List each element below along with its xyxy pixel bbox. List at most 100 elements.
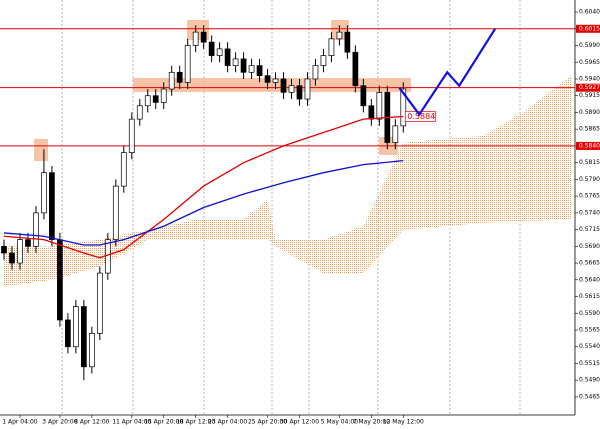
candle-body bbox=[208, 41, 215, 56]
x-tick-label: 15 Apr 20:00 bbox=[144, 419, 183, 426]
candle-body bbox=[136, 105, 143, 120]
x-tick-label: 7 May 20:00 bbox=[353, 419, 391, 426]
projection-line bbox=[398, 28, 497, 117]
y-tick-label: 0.5640 bbox=[579, 276, 600, 283]
candle-body bbox=[184, 45, 191, 83]
level-label: 0.5927 bbox=[579, 84, 600, 91]
level-label: 0.5840 bbox=[579, 142, 600, 149]
highlights bbox=[34, 20, 411, 161]
candle-body bbox=[360, 85, 367, 107]
x-tick-label: 18 Apr 12:00 bbox=[176, 419, 215, 426]
candle-body bbox=[224, 48, 231, 66]
candle-body bbox=[33, 212, 39, 247]
candle-body bbox=[192, 31, 199, 46]
level-tag bbox=[576, 141, 600, 150]
moving-average bbox=[3, 159, 404, 246]
candle-body bbox=[344, 31, 351, 53]
candle-body bbox=[320, 55, 327, 66]
x-tick-label: 12 May 12:00 bbox=[383, 419, 424, 426]
y-tick-label: 0.6040 bbox=[579, 9, 600, 16]
candle-body bbox=[240, 58, 247, 73]
candle-body bbox=[336, 31, 343, 40]
candle-body bbox=[312, 65, 319, 80]
highlight-box bbox=[133, 78, 411, 92]
y-tick-label: 0.5740 bbox=[579, 209, 600, 216]
candle-body bbox=[49, 172, 55, 240]
candle-body bbox=[392, 125, 399, 143]
candle-body bbox=[168, 71, 175, 90]
candle-body bbox=[376, 92, 383, 120]
y-tick-label: 0.5765 bbox=[579, 193, 600, 200]
cloud-segment bbox=[323, 226, 364, 274]
x-tick-label: 1 Apr 04:00 bbox=[2, 419, 37, 426]
candle-body bbox=[57, 239, 63, 321]
candle-body bbox=[88, 332, 95, 368]
y-tick-label: 0.5940 bbox=[579, 75, 600, 82]
candle-body bbox=[104, 239, 111, 274]
highlight-box bbox=[331, 20, 349, 40]
y-tick-label: 0.5915 bbox=[579, 92, 600, 99]
candle-body bbox=[120, 152, 127, 187]
cloud-segment bbox=[243, 199, 268, 240]
y-tick-label: 0.5590 bbox=[579, 310, 600, 317]
level-tag bbox=[576, 83, 600, 92]
candle-body bbox=[176, 71, 183, 83]
highlight-box bbox=[34, 139, 48, 161]
level-tag bbox=[576, 24, 600, 33]
cloud-segment bbox=[403, 139, 444, 230]
candle-body bbox=[112, 185, 119, 240]
candle-body bbox=[17, 239, 23, 264]
candle-body bbox=[272, 78, 279, 83]
y-tick-label: 0.5615 bbox=[579, 293, 600, 300]
x-tick-label: 25 Apr 20:00 bbox=[248, 419, 287, 426]
candle-body bbox=[280, 78, 287, 93]
cloud-segment bbox=[363, 142, 404, 274]
candle-body bbox=[73, 306, 79, 348]
candle-body bbox=[296, 85, 303, 100]
y-tick-label: 0.5815 bbox=[579, 159, 600, 166]
cloud-segment bbox=[275, 239, 324, 274]
candle-body bbox=[352, 51, 359, 87]
y-tick-label: 0.5790 bbox=[579, 176, 600, 183]
y-tick-label: 0.5965 bbox=[579, 59, 600, 66]
x-tick-label: 11 Apr 04:00 bbox=[112, 419, 151, 426]
x-tick-label: 3 Apr 20:00 bbox=[42, 419, 77, 426]
ma-label: 0.5884 bbox=[407, 112, 435, 121]
y-tick-label: 0.5465 bbox=[579, 393, 600, 400]
candle-body bbox=[256, 65, 263, 76]
y-tick-label: 0.5665 bbox=[579, 260, 600, 267]
vertical-grid bbox=[61, 0, 521, 415]
y-tick-label: 0.5540 bbox=[579, 343, 600, 350]
candle-body bbox=[160, 88, 167, 103]
x-tick-label: 30 Apr 12:00 bbox=[280, 419, 319, 426]
cloud-segment bbox=[147, 219, 196, 240]
cloud-segment bbox=[3, 246, 52, 287]
candle-body bbox=[128, 118, 135, 153]
candle-body bbox=[400, 88, 407, 127]
candle-body bbox=[232, 58, 239, 66]
moving-average bbox=[3, 115, 404, 259]
candle-body bbox=[248, 65, 255, 73]
candle-body bbox=[25, 239, 31, 247]
y-tick-label: 0.5515 bbox=[579, 360, 600, 367]
candle-body bbox=[144, 95, 151, 107]
level-label: 0.6015 bbox=[579, 25, 600, 32]
candle-body bbox=[216, 48, 223, 56]
candle-body bbox=[96, 272, 103, 334]
x-tick-label: 5 May 04:00 bbox=[321, 419, 359, 426]
candle-body bbox=[304, 78, 311, 100]
candle-body bbox=[288, 85, 295, 93]
y-tick-label: 0.5715 bbox=[579, 226, 600, 233]
x-tick-label: 23 Apr 04:00 bbox=[208, 419, 247, 426]
candle-body bbox=[328, 38, 335, 56]
candle-body bbox=[9, 252, 15, 264]
y-tick-label: 0.5490 bbox=[579, 377, 600, 384]
y-tick-label: 0.5890 bbox=[579, 109, 600, 116]
candle-body bbox=[65, 319, 71, 348]
y-tick-label: 0.5990 bbox=[579, 42, 600, 49]
cloud-segment bbox=[99, 229, 148, 267]
cloud-segment bbox=[51, 239, 100, 280]
cloud-segment bbox=[267, 199, 276, 247]
